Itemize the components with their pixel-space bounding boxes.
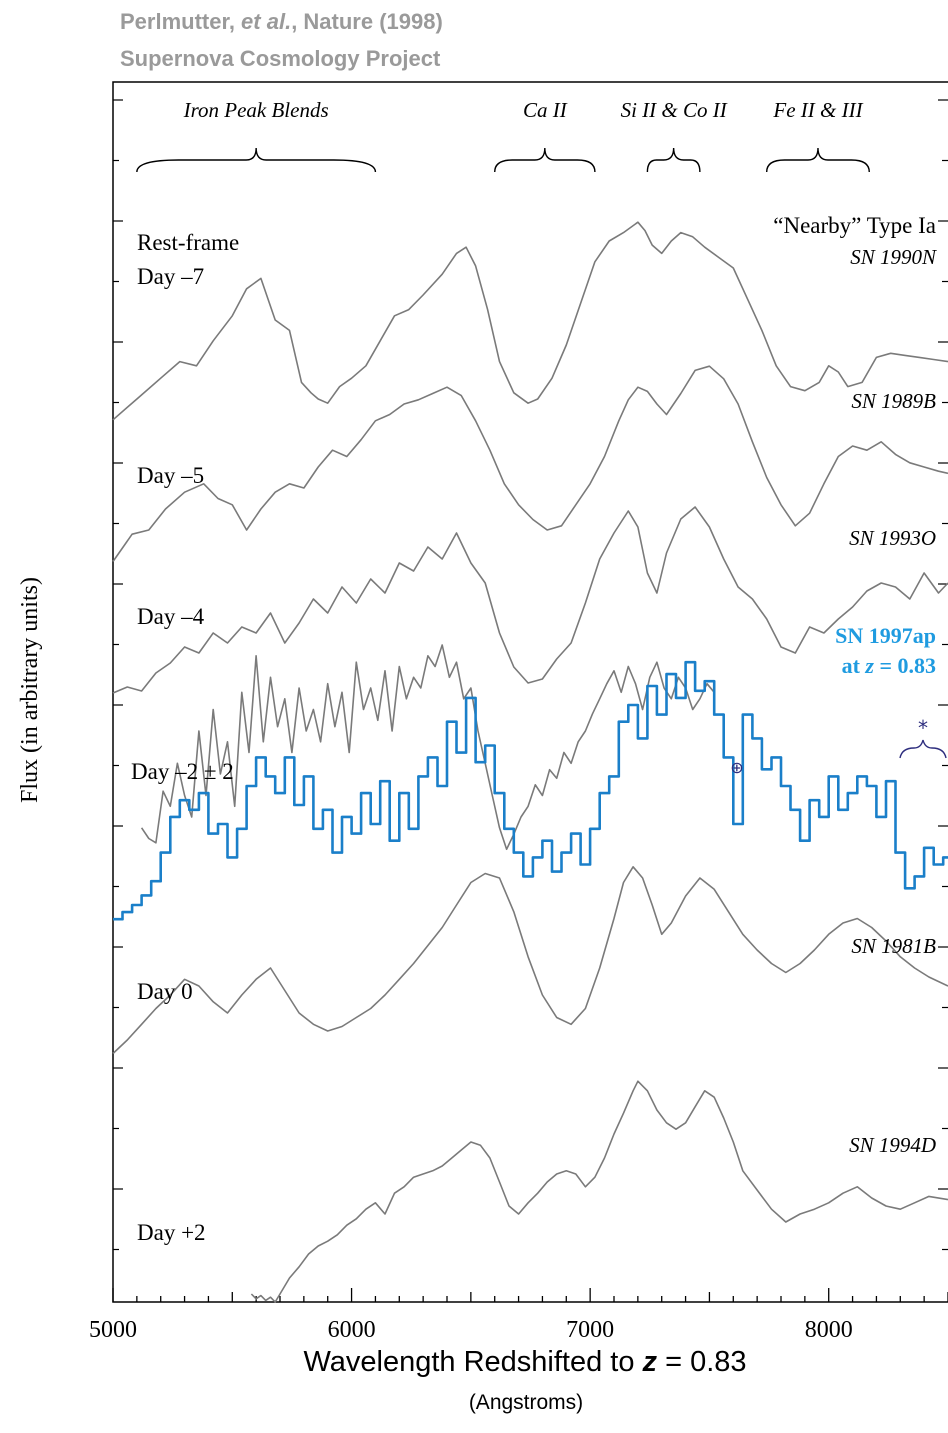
- series-line-sn-1989b: [112, 365, 948, 562]
- day-label-minus4: Day –4: [137, 604, 205, 629]
- x-axis-ticks: 5000 6000 7000 8000: [89, 1288, 948, 1343]
- day-label-plus2: Day +2: [137, 1220, 206, 1245]
- x-tick-label: 7000: [566, 1317, 614, 1343]
- nearby-type-ia-label: “Nearby” Type Ia: [773, 213, 936, 238]
- sn1997ap-label: SN 1997ap: [835, 623, 936, 648]
- series-line-sn-1990n: [112, 221, 948, 421]
- x-tick-label: 5000: [89, 1317, 137, 1343]
- feature-labels: Iron Peak Blends Ca II Si II & Co II Fe II …: [136, 98, 870, 173]
- bracket-star: *: [918, 716, 928, 740]
- series-line-sn-1993o: [112, 506, 948, 694]
- x-tick-label: 6000: [328, 1317, 376, 1343]
- spectra-series: [112, 221, 948, 1303]
- telluric-marker: ⊕: [730, 758, 743, 777]
- bracket-curve: [899, 739, 947, 759]
- feature-label: Si II & Co II: [621, 98, 728, 122]
- series-line-sn-1994d: [250, 1080, 948, 1303]
- feature-brace: [136, 147, 377, 173]
- x-tick-label: 8000: [805, 1317, 853, 1343]
- series-label-sn1990n: SN 1990N: [850, 245, 937, 269]
- series-line-sn-1997ap: [113, 660, 948, 921]
- feature-brace: [765, 147, 870, 173]
- feature-brace: [646, 147, 701, 173]
- series-label-sn1994d: SN 1994D: [849, 1133, 936, 1157]
- series-label-sn1981b: SN 1981B: [851, 934, 936, 958]
- day-label-restframe: Rest-frame: [137, 230, 239, 255]
- series-label-sn1989b: SN 1989B: [851, 389, 936, 413]
- x-axis-label: Wavelength Redshifted to z = 0.83: [303, 1346, 746, 1378]
- x-axis-units: (Angstroms): [469, 1391, 583, 1414]
- series-line-day-4-spectrum: [140, 644, 715, 851]
- feature-label: Iron Peak Blends: [183, 98, 329, 122]
- feature-label: Ca II: [523, 98, 568, 122]
- credit-line-2: Supernova Cosmology Project: [120, 46, 441, 71]
- day-label-0: Day 0: [137, 979, 193, 1004]
- credit-line-1: Perlmutter, et al., Nature (1998): [120, 9, 443, 34]
- day-label-minus7: Day –7: [137, 264, 204, 289]
- day-label-minus5: Day –5: [137, 463, 204, 488]
- plot-frame: [112, 81, 948, 1303]
- series-line-sn-1981b: [112, 866, 948, 1055]
- y-axis-label: Flux (in arbitrary units): [17, 577, 43, 803]
- y-tick-marks: [113, 99, 948, 1251]
- sn1997ap-redshift-label: at z = 0.83: [842, 653, 936, 678]
- feature-label: Fe II & III: [772, 98, 863, 122]
- series-label-sn1993o: SN 1993O: [849, 526, 936, 550]
- feature-brace: [494, 147, 596, 173]
- day-label-minus2: Day –2 ± 2: [131, 759, 234, 784]
